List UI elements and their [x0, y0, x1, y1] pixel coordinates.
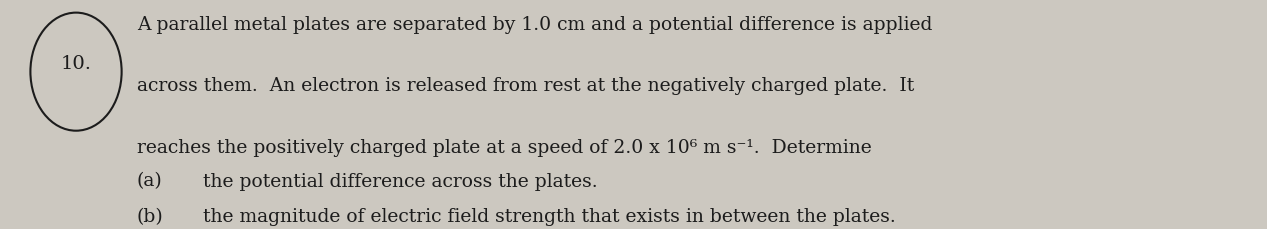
Text: (b): (b) — [137, 207, 163, 225]
Text: reaches the positively charged plate at a speed of 2.0 x 10⁶ m s⁻¹.  Determine: reaches the positively charged plate at … — [137, 138, 872, 156]
Text: A parallel metal plates are separated by 1.0 cm and a potential difference is ap: A parallel metal plates are separated by… — [137, 16, 933, 34]
Text: across them.  An electron is released from rest at the negatively charged plate.: across them. An electron is released fro… — [137, 77, 914, 95]
Text: (a): (a) — [137, 172, 162, 190]
Text: 10.: 10. — [61, 54, 91, 72]
Text: the potential difference across the plates.: the potential difference across the plat… — [203, 172, 597, 190]
Text: the magnitude of electric field strength that exists in between the plates.: the magnitude of electric field strength… — [203, 207, 896, 225]
